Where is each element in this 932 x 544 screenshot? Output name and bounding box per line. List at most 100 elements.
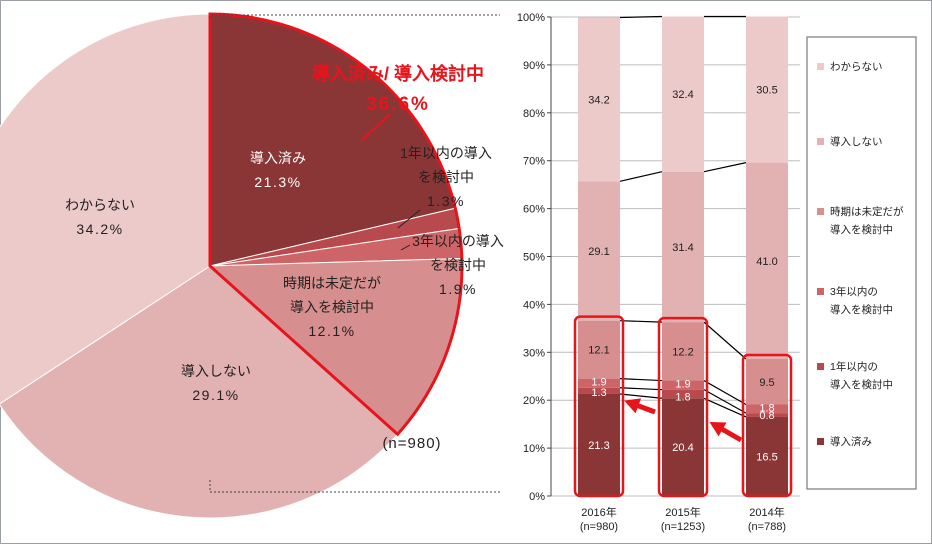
bar-value-label: 34.2 — [588, 94, 609, 106]
bar-value-label: 41.0 — [756, 256, 777, 268]
legend-swatch — [817, 138, 824, 145]
bars: 21.31.31.912.129.134.220.41.81.912.231.4… — [578, 16, 788, 496]
bar-value-label: 1.8 — [759, 403, 774, 415]
bar-value-label: 0.8 — [759, 410, 774, 422]
pie-leader-line — [400, 244, 411, 251]
bar-value-label: 12.2 — [672, 346, 693, 358]
legend-label: 3年以内の — [830, 285, 878, 298]
connector-line — [619, 171, 663, 182]
y-tick-label: 100% — [517, 12, 545, 24]
highlight-title: 導入済み/ 導入検討中 — [312, 63, 484, 84]
legend-label: 導入を検討中 — [830, 378, 893, 391]
pie-highlight-path — [208, 12, 464, 437]
connector-line — [619, 378, 663, 382]
bar-segment — [578, 387, 620, 394]
connector-line — [619, 387, 663, 391]
highlight-box — [741, 353, 793, 498]
pie-label: わからない — [65, 197, 135, 213]
connector-line — [619, 320, 663, 323]
connector-line — [703, 389, 747, 414]
pie-label: 1.3% — [427, 193, 465, 209]
connector-line — [703, 321, 747, 360]
x-axis-categories: 2016年 (n=980) 2015年 (n=1253) 2014年 (n=788) — [580, 505, 786, 533]
highlight-boxes — [573, 315, 793, 498]
legend-label: 1年以内の — [830, 360, 878, 373]
legend-label: 導入を検討中 — [830, 303, 893, 316]
pie-label: 1.9% — [439, 281, 477, 297]
bar-value-label: 1.3 — [591, 387, 606, 399]
y-tick-label: 30% — [523, 347, 545, 359]
legend: わからない導入しない時期は未定だが導入を検討中3年以内の導入を検討中1年以内の導… — [806, 36, 917, 490]
pie-label: 34.2% — [76, 221, 123, 237]
x-category-label: 2016年 — [581, 505, 616, 519]
legend-swatch — [817, 63, 824, 70]
pie-label: を検討中 — [430, 257, 486, 273]
y-tick-label: 70% — [523, 156, 545, 168]
bar-value-label: 32.4 — [672, 89, 693, 101]
bar-value-label: 29.1 — [588, 246, 609, 258]
legend-label: 導入しない — [830, 135, 883, 148]
bar-segment — [746, 413, 788, 417]
bar-segment — [662, 380, 704, 390]
legend-swatch — [817, 288, 824, 295]
y-tick-label: 80% — [523, 108, 545, 120]
legend-swatch — [817, 438, 824, 445]
y-tick-label: 50% — [523, 252, 545, 264]
legend-label: 時期は未定だが — [830, 205, 904, 218]
highlight-arrow-head — [624, 398, 642, 414]
x-category-note: (n=980) — [580, 521, 618, 533]
y-tick-label: 20% — [523, 395, 545, 407]
legend-swatch — [817, 363, 824, 370]
bar-segment — [746, 404, 788, 414]
highlight-arrows — [624, 398, 743, 443]
bar-segment — [662, 398, 704, 496]
x-category-label: 2015年 — [665, 505, 700, 519]
bar-value-label: 9.5 — [759, 377, 774, 389]
bar-segment — [578, 320, 620, 379]
x-category-label: 2014年 — [749, 505, 784, 519]
bar-segment — [578, 378, 620, 388]
highlight-box — [573, 315, 625, 498]
pie-slice — [0, 13, 211, 405]
legend-label: わからない — [830, 61, 883, 73]
pie-label: 1年以内の導入 — [400, 145, 492, 161]
bar-segment — [746, 162, 788, 360]
legend-swatch — [817, 208, 824, 215]
y-tick-label: 0% — [529, 491, 545, 503]
connector-line — [703, 380, 747, 406]
legend-label: 導入を検討中 — [830, 223, 893, 236]
pie-label: 3年以内の導入 — [412, 233, 504, 249]
bar-segment — [746, 359, 788, 405]
connector-top — [209, 14, 500, 18]
legend-box — [806, 36, 917, 490]
legend-label: 導入済み — [830, 435, 872, 448]
pie-label: 12.1% — [308, 323, 355, 339]
bar-value-label: 21.3 — [588, 440, 609, 452]
bar-segment — [662, 171, 704, 323]
pie-label: 導入しない — [181, 363, 251, 379]
bar-value-label: 16.5 — [756, 451, 777, 463]
highlight-callout-line — [361, 113, 391, 141]
x-category-note: (n=1253) — [661, 521, 705, 533]
x-category-note: (n=788) — [748, 521, 786, 533]
connector-line — [619, 393, 663, 399]
bar-value-label: 30.5 — [756, 85, 777, 97]
bar-segment — [662, 16, 704, 172]
y-tick-label: 60% — [523, 204, 545, 216]
pie-slice — [0, 265, 399, 519]
connector-line — [703, 162, 747, 173]
y-tick-label: 10% — [523, 443, 545, 455]
pie-label: 導入済み — [250, 150, 306, 166]
pie-label: 29.1% — [192, 387, 239, 403]
bar-segment — [578, 17, 620, 182]
highlight-value: 36.6% — [366, 94, 430, 115]
bar-value-label: 12.1 — [588, 345, 609, 357]
pie-label: 21.3% — [254, 174, 301, 190]
y-axis-ticks: 0% 10% 20% 30% 40% 50% 60% 70% 80% 90% 100% — [517, 12, 552, 503]
pie-label: を検討中 — [418, 169, 474, 185]
connector-line — [703, 397, 747, 418]
pie-labels: 導入済み21.3%1年以内の導入を検討中1.3%3年以内の導入を検討中1.9%時… — [65, 145, 504, 403]
connector-bottom — [209, 480, 500, 493]
bar-segment — [662, 322, 704, 381]
